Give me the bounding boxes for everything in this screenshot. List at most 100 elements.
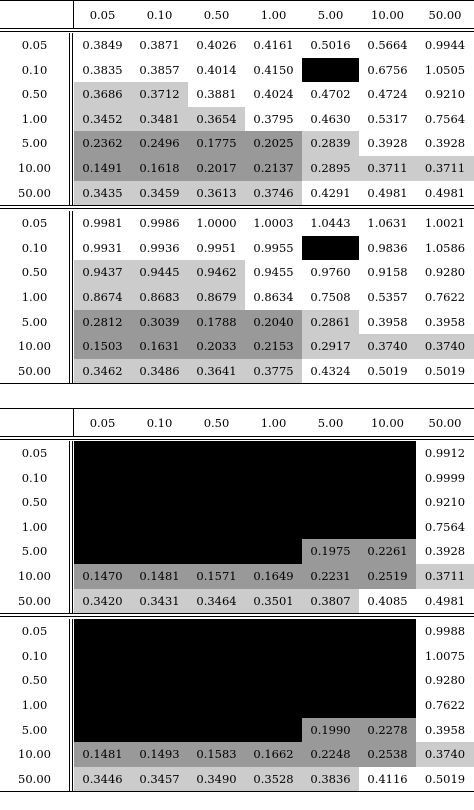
table-cell: 0.3654	[188, 106, 245, 132]
table-cell: 0.3431	[131, 588, 188, 614]
table-cell: 0.9210	[416, 490, 474, 516]
table-cell: 0.4014	[188, 57, 245, 83]
table-cell: 0.2231	[302, 564, 359, 590]
rule-line	[0, 436, 474, 437]
row-label: 1.00	[21, 698, 48, 712]
table-cell: 0.3452	[74, 106, 131, 132]
redacted-cell	[188, 643, 245, 669]
row-label: 0.50	[21, 87, 48, 102]
table-cell: 0.3835	[74, 57, 131, 83]
row-label: 1.00	[21, 290, 48, 304]
table-cell: 0.1788	[188, 309, 245, 335]
table-cell: 0.1631	[131, 334, 188, 360]
redacted-cell	[74, 717, 131, 743]
redacted-cell	[302, 490, 359, 516]
redacted-cell	[74, 441, 131, 467]
table-cell: 0.9280	[416, 668, 474, 694]
table-cell: 0.3857	[131, 57, 188, 83]
table-cell: 0.3836	[302, 766, 359, 792]
redacted-cell	[302, 668, 359, 694]
column-header: 10.00	[371, 416, 404, 430]
table-cell: 0.3528	[245, 766, 302, 792]
rule-line	[0, 616, 474, 618]
column-header: 10.00	[371, 8, 404, 22]
table-cell: 0.3740	[359, 334, 416, 360]
table-cell: 0.4324	[302, 358, 359, 384]
row-label: 0.50	[21, 265, 48, 280]
redacted-cell	[188, 465, 245, 491]
table-cell: 0.3711	[416, 564, 474, 590]
table-cell: 0.7564	[416, 514, 474, 540]
rule-line	[0, 791, 474, 793]
redacted-cell	[302, 514, 359, 540]
table-cell: 0.9912	[416, 441, 474, 467]
redacted-cell	[74, 539, 131, 565]
table-cell: 0.9988	[416, 619, 474, 645]
table-cell: 0.3740	[416, 742, 474, 768]
redacted-cell	[74, 465, 131, 491]
row-label: 10.00	[18, 161, 51, 175]
redacted-cell	[74, 693, 131, 719]
table-cell: 0.2261	[359, 539, 416, 565]
table-cell: 0.4291	[302, 180, 359, 206]
redacted-cell	[245, 514, 302, 540]
redacted-cell	[245, 717, 302, 743]
label-divider	[69, 441, 70, 614]
table-cell: 1.0003	[245, 211, 302, 237]
row-label: 50.00	[18, 593, 51, 608]
table-cell: 0.9951	[188, 235, 245, 261]
redacted-cell	[188, 514, 245, 540]
redacted-cell	[131, 441, 188, 467]
table-cell: 0.1481	[131, 564, 188, 590]
redacted-cell	[131, 539, 188, 565]
table-cell: 0.9445	[131, 260, 188, 286]
table-cell: 0.3795	[245, 106, 302, 132]
table-cell: 0.2025	[245, 131, 302, 157]
table-cell: 0.3928	[416, 539, 474, 565]
table-cell: 0.9455	[245, 260, 302, 286]
column-header: 1.00	[260, 416, 287, 430]
redacted-cell	[131, 514, 188, 540]
table-cell: 0.1649	[245, 564, 302, 590]
table-cell: 1.0000	[188, 211, 245, 237]
table-cell: 0.4724	[359, 82, 416, 108]
label-divider	[72, 619, 73, 792]
table-cell: 0.3928	[416, 131, 474, 157]
table-cell: 0.7508	[302, 285, 359, 311]
table-cell: 0.9462	[188, 260, 245, 286]
table-cell: 1.0443	[302, 211, 359, 237]
row-label: 0.05	[21, 624, 48, 639]
row-label: 0.10	[21, 648, 48, 663]
column-header: 5.00	[317, 8, 344, 22]
column-header: 50.00	[428, 8, 462, 22]
row-label: 5.00	[21, 544, 48, 559]
table-cell: 0.2839	[302, 131, 359, 157]
table-cell: 0.5019	[416, 358, 474, 384]
redacted-cell	[188, 717, 245, 743]
row-label: 50.00	[18, 185, 51, 200]
label-divider	[72, 211, 73, 384]
redacted-cell	[131, 490, 188, 516]
row-label: 0.05	[21, 38, 48, 52]
table-cell: 0.3849	[74, 33, 131, 59]
rule-line	[0, 28, 474, 29]
redacted-cell	[245, 619, 302, 645]
column-header: 0.50	[203, 416, 230, 430]
redacted-cell	[245, 441, 302, 467]
table-cell: 1.0075	[416, 643, 474, 669]
rule-line	[0, 205, 474, 207]
table-cell: 0.9158	[359, 260, 416, 286]
table-cell: 0.2040	[245, 309, 302, 335]
row-label: 0.05	[21, 446, 48, 460]
table-cell: 0.3446	[74, 766, 131, 792]
table-cell: 0.9760	[302, 260, 359, 286]
table-cell: 0.3711	[416, 156, 474, 182]
table-cell: 0.3928	[359, 131, 416, 157]
redacted-cell	[245, 490, 302, 516]
table-cell: 0.3871	[131, 33, 188, 59]
label-divider	[72, 441, 73, 614]
row-label: 0.50	[21, 673, 48, 688]
table-cell: 0.4630	[302, 106, 359, 132]
table-cell: 0.9936	[131, 235, 188, 261]
table-cell: 0.2017	[188, 156, 245, 182]
